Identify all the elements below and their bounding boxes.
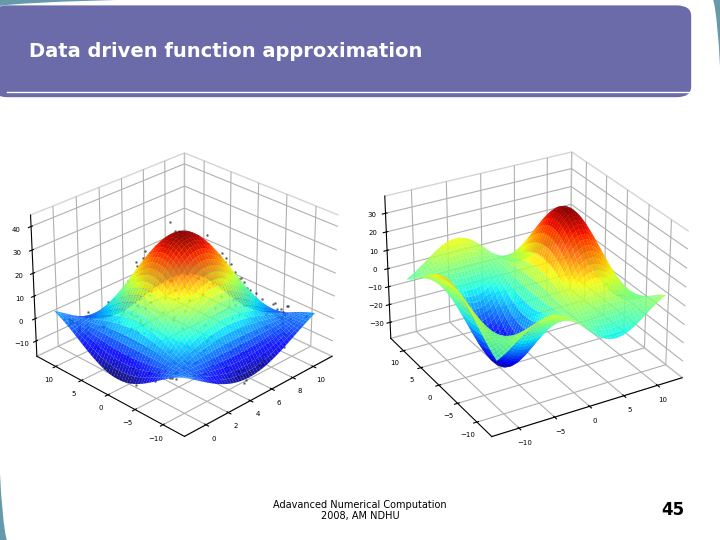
Text: 45: 45 xyxy=(661,501,684,519)
Text: Data driven function approximation: Data driven function approximation xyxy=(29,42,422,61)
Text: Adavanced Numerical Computation
2008, AM NDHU: Adavanced Numerical Computation 2008, AM… xyxy=(273,500,447,521)
FancyBboxPatch shape xyxy=(0,5,691,97)
